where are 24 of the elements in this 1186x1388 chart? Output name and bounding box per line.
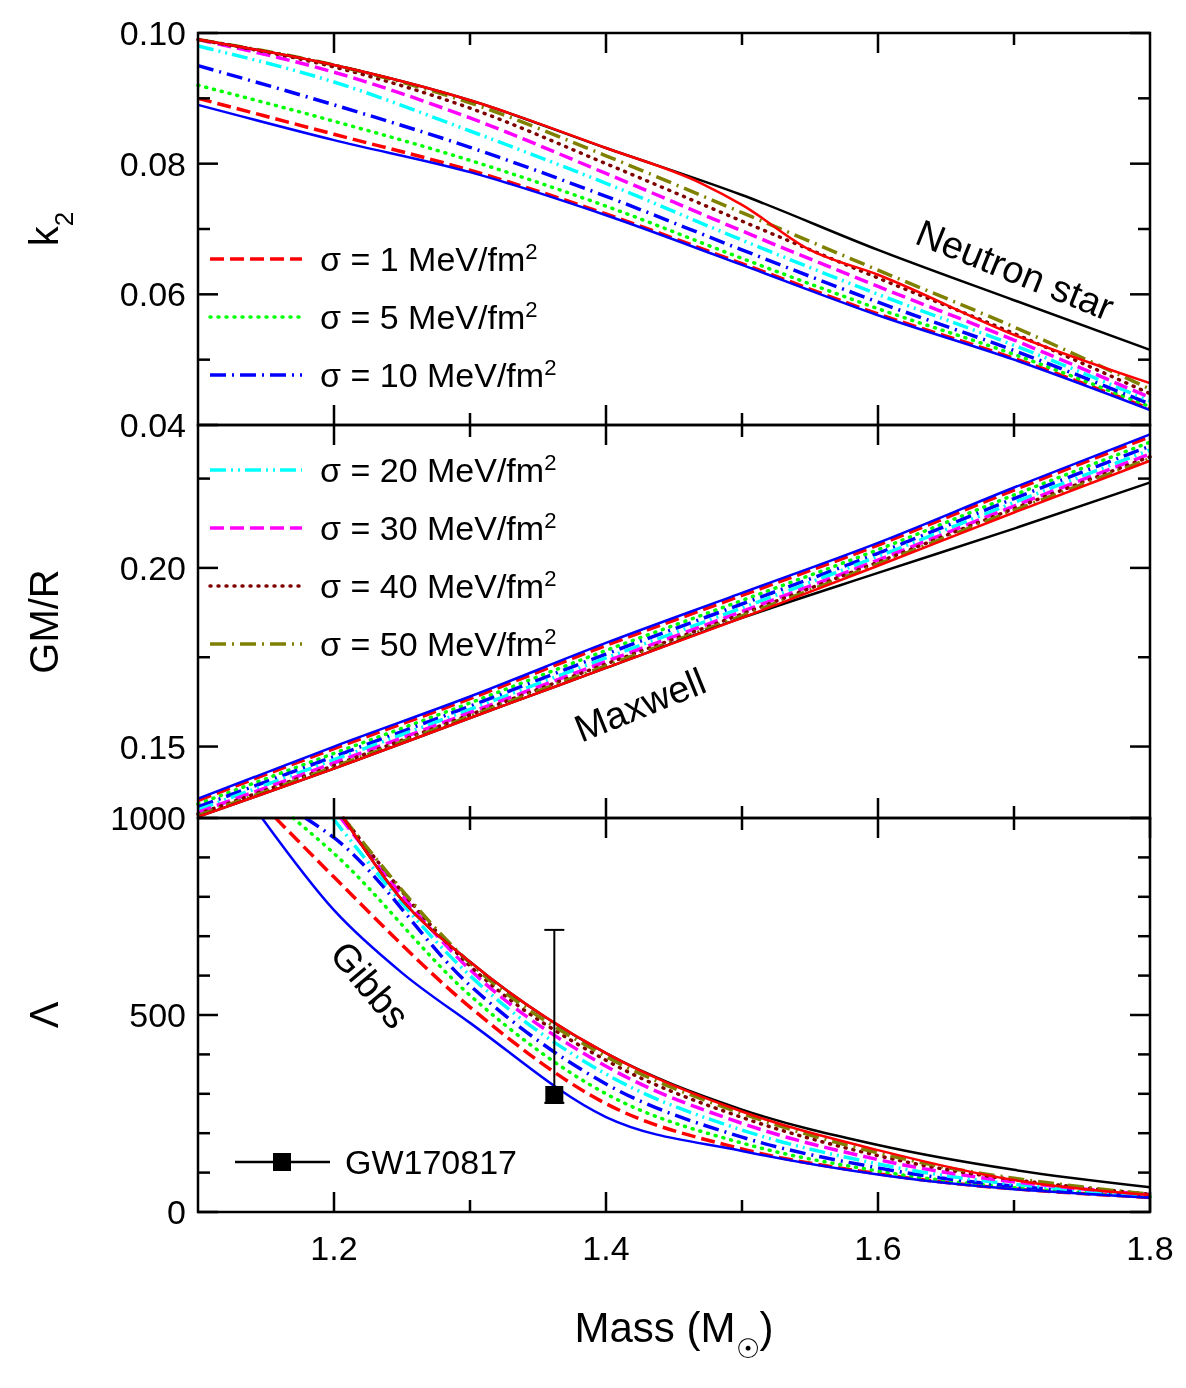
legend-label: σ = 10 MeV/fm$^{2}$	[320, 354, 557, 394]
x-axis-title: Mass (M$_{☉}$)	[574, 1304, 774, 1364]
y-axis-title: Λ	[22, 1001, 66, 1029]
y-tick-label: 0.04	[119, 406, 186, 444]
legend-label: σ = 30 MeV/fm$^{2}$	[320, 507, 557, 547]
y-tick-label: 0.20	[119, 548, 186, 587]
y-tick-label: 0.08	[119, 144, 186, 183]
legend-label: σ = 5 MeV/fm$^{2}$	[320, 296, 538, 336]
x-tick-label: 1.8	[1126, 1229, 1174, 1267]
x-tick-label: 1.6	[854, 1229, 902, 1267]
legend-label: σ = 20 MeV/fm$^{2}$	[320, 449, 557, 489]
x-tick-label: 1.2	[310, 1229, 358, 1267]
x-tick-label: 1.4	[582, 1229, 630, 1267]
legend-label: σ = 1 MeV/fm$^{2}$	[320, 238, 538, 278]
legend-label: σ = 50 MeV/fm$^{2}$	[320, 623, 557, 663]
y-tick-label: 0.10	[119, 14, 186, 52]
legend-label: σ = 40 MeV/fm$^{2}$	[320, 565, 557, 605]
y-tick-label: 0.15	[119, 727, 186, 766]
y-tick-label: 1000	[110, 799, 186, 837]
legend-label: GW170817	[345, 1143, 517, 1181]
y-tick-label: 0.06	[119, 275, 186, 314]
y-tick-label: 500	[129, 996, 186, 1034]
y-tick-label: 0	[167, 1193, 186, 1231]
y-axis-title: GM/R	[22, 569, 66, 674]
